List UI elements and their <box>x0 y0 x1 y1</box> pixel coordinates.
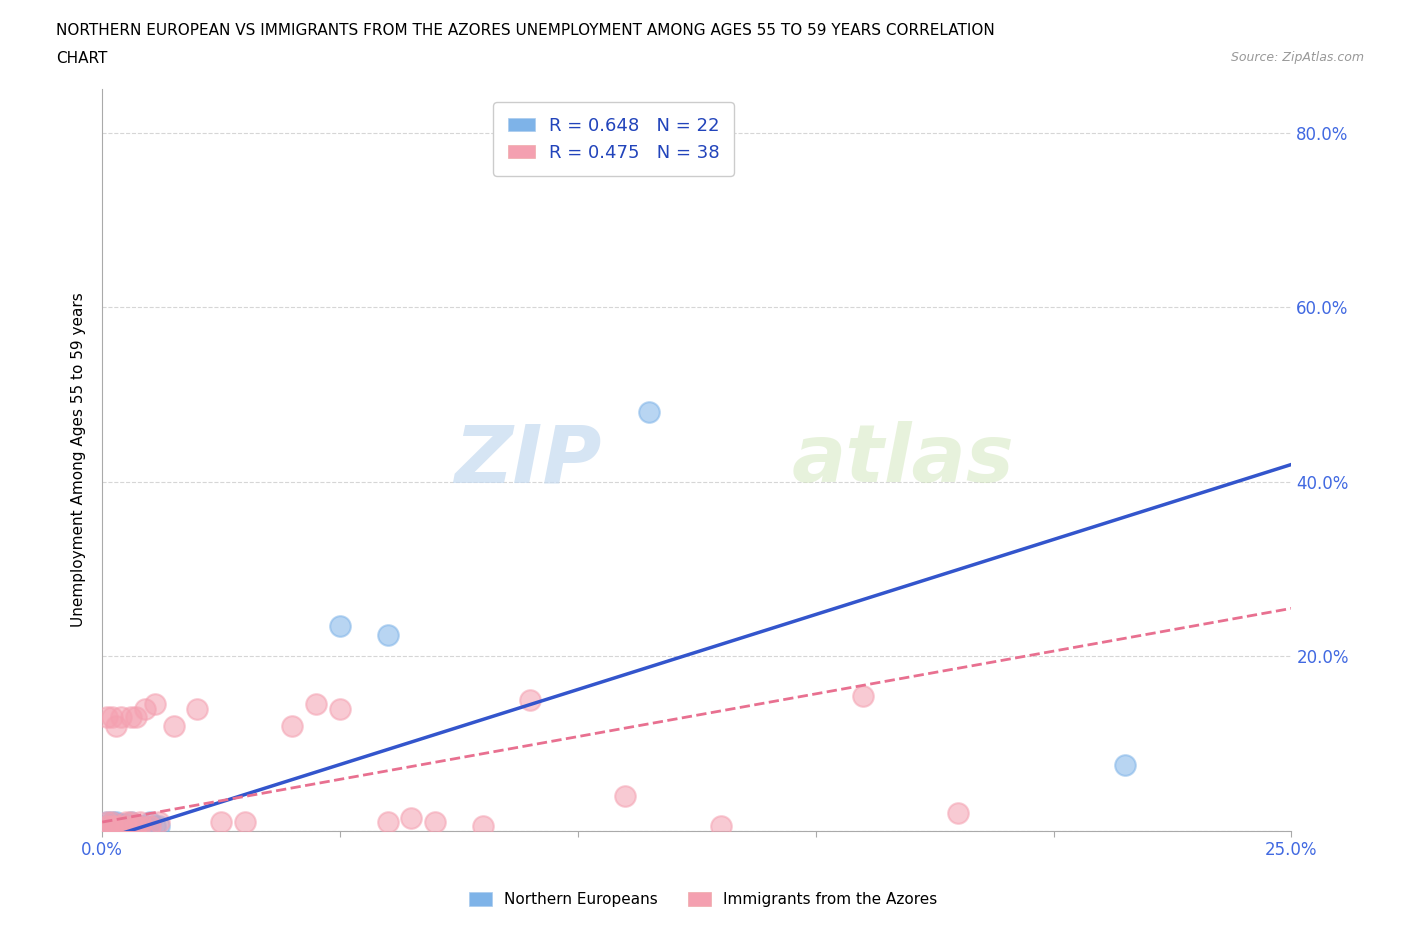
Point <box>329 618 352 633</box>
Point <box>124 710 146 724</box>
Point <box>120 815 142 830</box>
Point <box>233 815 256 830</box>
Point <box>100 710 122 724</box>
Point <box>129 815 152 830</box>
Text: ZIP: ZIP <box>454 421 602 499</box>
Point <box>110 819 132 834</box>
Point <box>471 819 494 834</box>
Point <box>120 815 142 830</box>
Text: Source: ZipAtlas.com: Source: ZipAtlas.com <box>1230 51 1364 64</box>
Point <box>124 819 146 834</box>
Point <box>96 819 118 834</box>
Legend: Northern Europeans, Immigrants from the Azores: Northern Europeans, Immigrants from the … <box>463 885 943 913</box>
Point <box>948 806 970 821</box>
Point <box>110 819 132 834</box>
Point <box>96 815 118 830</box>
Point <box>281 719 304 734</box>
Point <box>139 819 162 834</box>
Point <box>148 819 170 834</box>
Point <box>710 819 733 834</box>
Point <box>162 719 184 734</box>
Point <box>105 815 128 830</box>
Point <box>110 817 132 831</box>
Point <box>425 815 447 830</box>
Point <box>1114 758 1136 773</box>
Point <box>100 815 122 830</box>
Point <box>115 815 138 830</box>
Point <box>143 697 166 711</box>
Point <box>377 627 399 642</box>
Point <box>377 815 399 830</box>
Point <box>100 819 122 834</box>
Point <box>139 815 162 830</box>
Point <box>129 819 152 834</box>
Point <box>143 819 166 834</box>
Point <box>105 819 128 834</box>
Point <box>134 701 156 716</box>
Point <box>129 819 152 834</box>
Legend: R = 0.648   N = 22, R = 0.475   N = 38: R = 0.648 N = 22, R = 0.475 N = 38 <box>494 102 734 176</box>
Point <box>638 405 661 419</box>
Point <box>120 819 142 834</box>
Y-axis label: Unemployment Among Ages 55 to 59 years: Unemployment Among Ages 55 to 59 years <box>72 293 86 628</box>
Point <box>124 819 146 834</box>
Point <box>852 688 875 703</box>
Point <box>105 819 128 834</box>
Text: NORTHERN EUROPEAN VS IMMIGRANTS FROM THE AZORES UNEMPLOYMENT AMONG AGES 55 TO 59: NORTHERN EUROPEAN VS IMMIGRANTS FROM THE… <box>56 23 995 38</box>
Point <box>209 815 232 830</box>
Point <box>105 719 128 734</box>
Point <box>100 815 122 830</box>
Point <box>401 810 423 825</box>
Point <box>115 817 138 831</box>
Point <box>120 710 142 724</box>
Point <box>96 819 118 834</box>
Point <box>96 710 118 724</box>
Text: CHART: CHART <box>56 51 108 66</box>
Point <box>329 701 352 716</box>
Point <box>96 815 118 830</box>
Point <box>186 701 208 716</box>
Point <box>148 815 170 830</box>
Point <box>115 819 138 834</box>
Point <box>110 710 132 724</box>
Point <box>519 693 541 708</box>
Point <box>305 697 328 711</box>
Point <box>100 819 122 834</box>
Point <box>134 819 156 834</box>
Point <box>115 819 138 834</box>
Text: atlas: atlas <box>792 421 1015 499</box>
Point <box>614 789 637 804</box>
